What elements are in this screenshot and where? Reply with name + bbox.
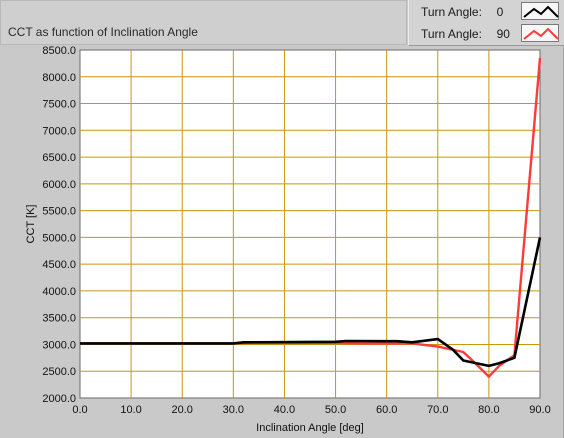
x-tick-label: 60.0 [376, 404, 397, 416]
x-tick-label: 20.0 [172, 404, 193, 416]
x-tick-label: 0.0 [72, 404, 87, 416]
y-tick-label: 5000.0 [42, 232, 76, 244]
y-tick-label: 8000.0 [42, 72, 76, 84]
series-layer [80, 57, 542, 378]
series-line-turn-0 [80, 237, 542, 368]
legend-item-turn-0[interactable]: Turn Angle: 0 [409, 0, 564, 22]
y-tick-label: 4000.0 [42, 286, 76, 298]
legend-item-turn-90[interactable]: Turn Angle: 90 [409, 22, 564, 44]
legend-label: Turn Angle: 90 [421, 27, 510, 41]
x-tick-label: 80.0 [478, 404, 499, 416]
x-tick-label: 70.0 [427, 404, 448, 416]
legend: Turn Angle: 0 Turn Angle: 90 [408, 0, 564, 46]
x-axis-label: Inclination Angle [deg] [256, 422, 364, 434]
y-tick-label: 7500.0 [42, 99, 76, 111]
chart-title: CCT as function of Inclination Angle [8, 25, 198, 39]
y-tick-label: 2000.0 [42, 393, 76, 405]
y-tick-label: 6000.0 [42, 179, 76, 191]
plot-area [79, 49, 541, 399]
x-tick-label: 30.0 [223, 404, 244, 416]
x-tick-label: 90.0 [529, 404, 550, 416]
x-tick-label: 50.0 [325, 404, 346, 416]
x-tick-label: 40.0 [274, 404, 295, 416]
x-tick-label: 10.0 [120, 404, 141, 416]
y-tick-label: 5500.0 [42, 206, 76, 218]
y-axis-label: CCT [K] [25, 205, 37, 244]
y-axis-ticks: 2000.0 2500.0 3000.0 3500.0 4000.0 4500.0 5000… [42, 45, 76, 405]
chart-title-bar: CCT as function of Inclination Angle [0, 0, 407, 45]
y-tick-label: 3000.0 [42, 339, 76, 351]
legend-label: Turn Angle: 0 [421, 5, 504, 19]
x-axis-ticks: 0.0 10.0 20.0 30.0 40.0 50.0 60.0 70.0 80.0 90.0 [72, 404, 550, 416]
legend-swatch-red [521, 24, 559, 42]
y-tick-label: 7000.0 [42, 125, 76, 137]
y-tick-label: 2500.0 [42, 366, 76, 378]
y-tick-label: 6500.0 [42, 152, 76, 164]
y-tick-label: 8500.0 [42, 45, 76, 57]
legend-swatch-black [521, 2, 559, 20]
y-tick-label: 3500.0 [42, 313, 76, 325]
y-tick-label: 4500.0 [42, 259, 76, 271]
